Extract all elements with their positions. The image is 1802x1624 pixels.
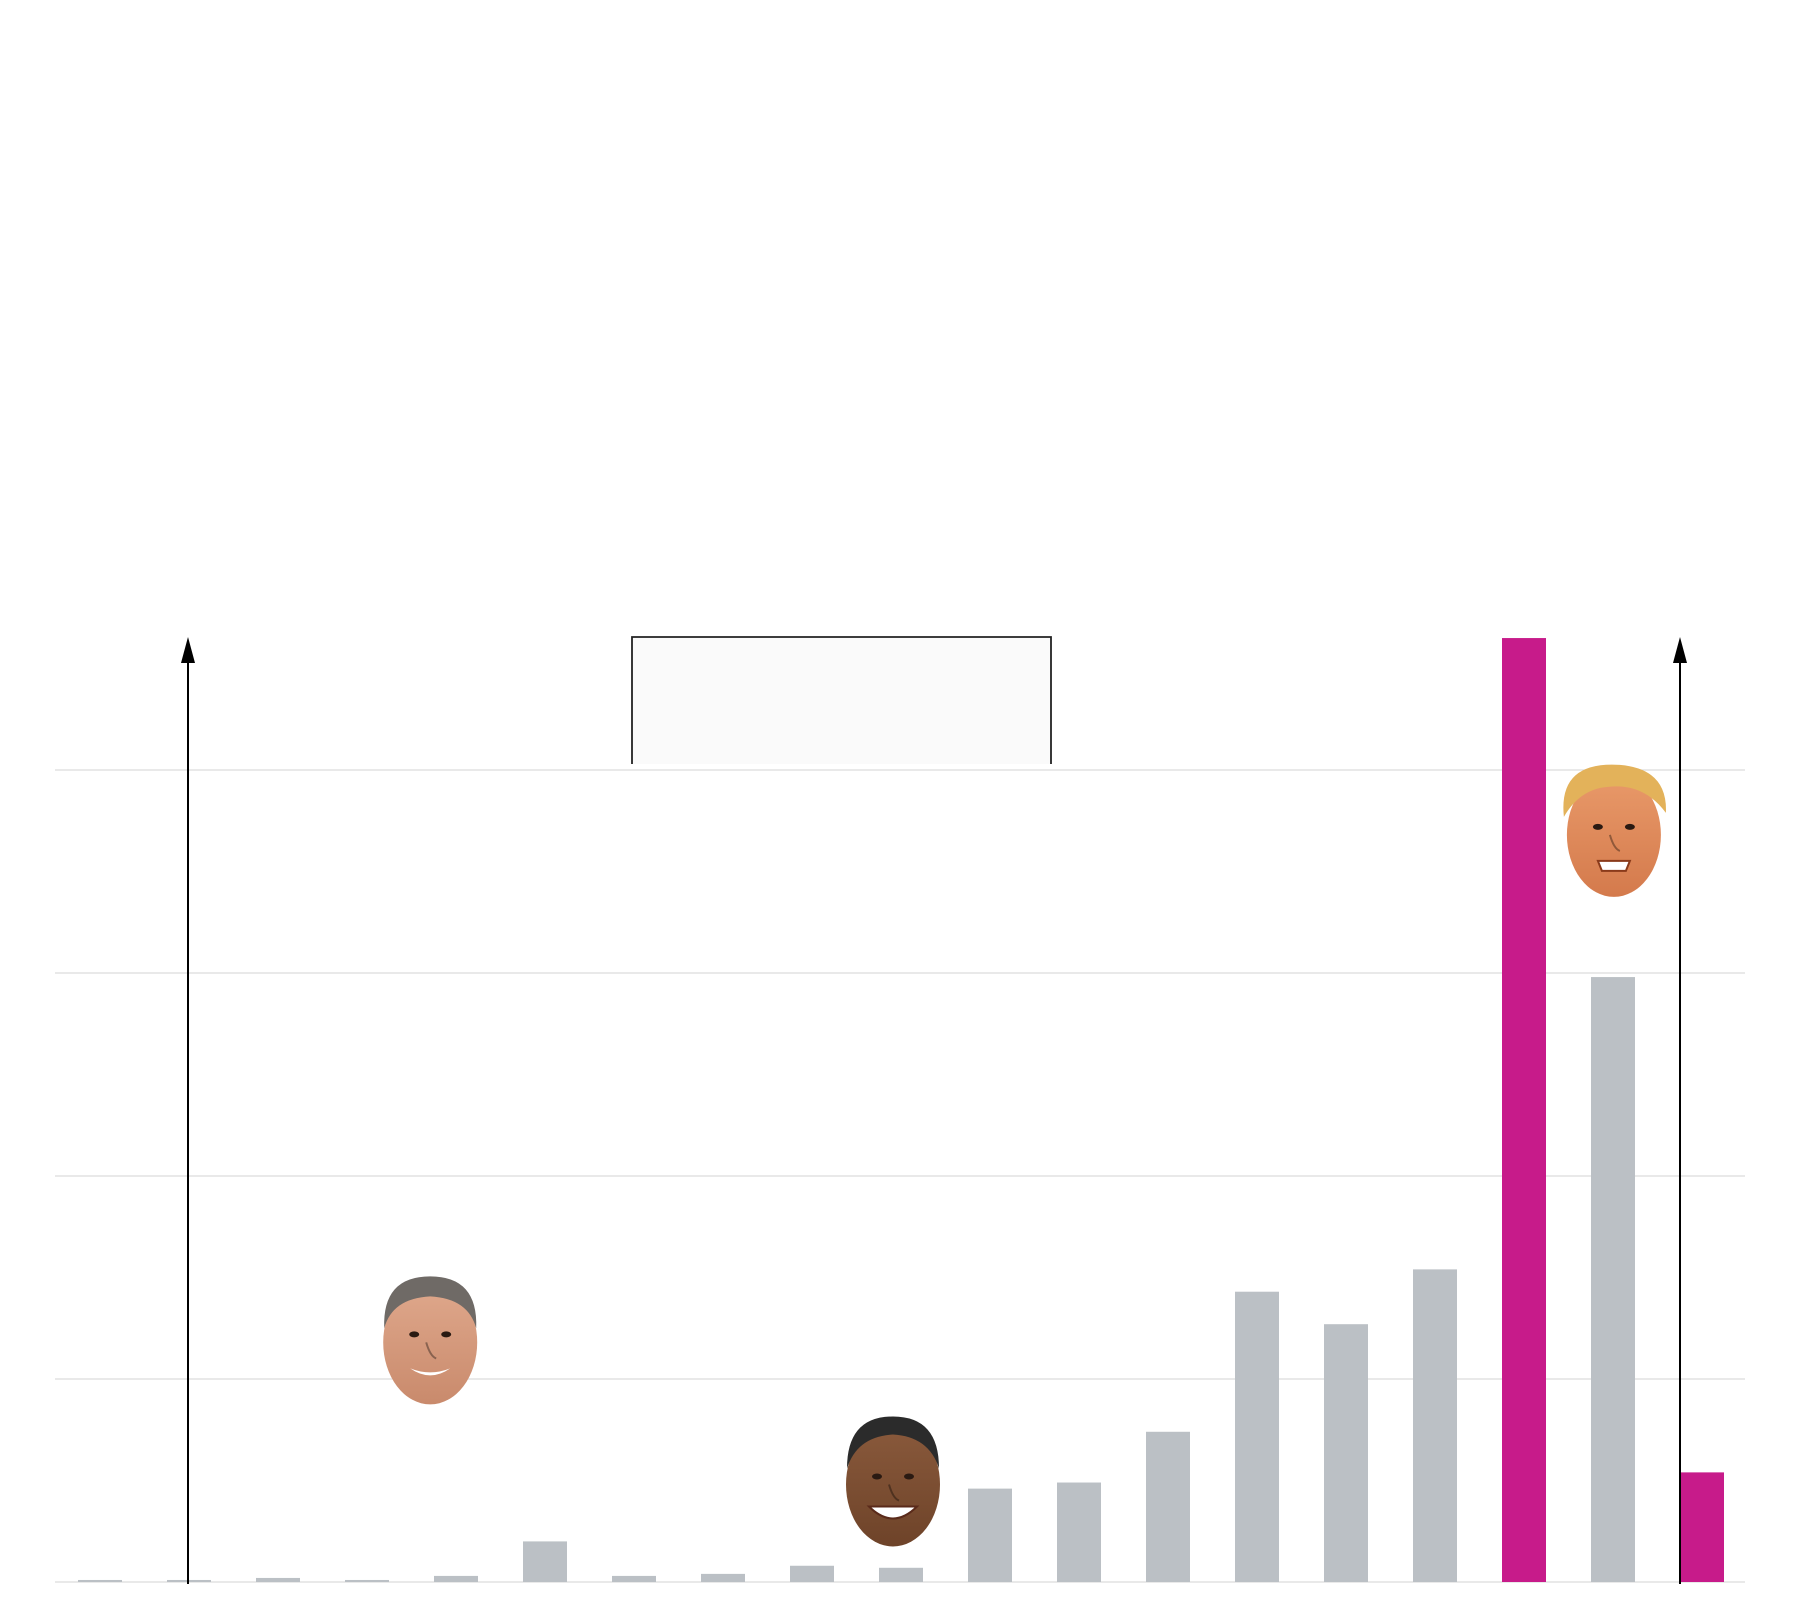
bar-16 <box>1413 1269 1457 1582</box>
bar-14 <box>1235 1291 1279 1582</box>
bush-portrait-head <box>383 1280 478 1405</box>
bush-portrait <box>383 1276 478 1405</box>
bar-11 <box>968 1488 1012 1582</box>
markers <box>181 637 1687 1584</box>
term-start-arrow-2 <box>1673 637 1687 1584</box>
obama-portrait-nose <box>888 1484 900 1502</box>
bar-10 <box>879 1567 923 1582</box>
callout <box>631 636 1052 764</box>
bar-3 <box>256 1577 300 1582</box>
obama-portrait-hair <box>847 1416 939 1469</box>
bush-portrait-smile <box>410 1368 451 1376</box>
obama-portrait <box>846 1416 940 1547</box>
bar-8 <box>701 1573 745 1582</box>
bush-portrait-nose <box>425 1342 437 1360</box>
bush-portrait-hair <box>384 1276 477 1329</box>
callout-box-fill <box>632 637 1051 764</box>
bar-19 <box>1680 1472 1724 1582</box>
bar-12 <box>1057 1482 1101 1582</box>
term-start-arrow-1-head <box>181 637 195 663</box>
obama-portrait-eye-right <box>904 1473 914 1480</box>
bush-portrait-eye-left <box>409 1331 420 1338</box>
bar-1 <box>78 1579 122 1582</box>
trump-portrait-head <box>1566 772 1661 897</box>
bar-17 <box>1502 638 1546 1582</box>
obama-portrait-smile <box>866 1505 920 1520</box>
obama-portrait-eye-left <box>872 1473 882 1480</box>
bar-7 <box>612 1575 656 1582</box>
trump-portrait <box>1563 764 1666 897</box>
bars <box>78 638 1724 1582</box>
bar-9 <box>790 1565 834 1582</box>
bush-portrait-eye-right <box>441 1331 452 1338</box>
term-start-arrow-2-head <box>1673 637 1687 663</box>
bar-13 <box>1146 1431 1190 1582</box>
term-start-arrow-1 <box>181 637 195 1584</box>
obama-portrait-head <box>846 1422 940 1547</box>
callout-box-border <box>631 636 1052 764</box>
trump-portrait-eye-left <box>1592 823 1603 830</box>
portraits <box>383 764 1666 1547</box>
bar-6 <box>523 1541 567 1582</box>
trump-portrait-mouth <box>1596 859 1632 872</box>
trump-portrait-eye-right <box>1624 823 1635 830</box>
bar-5 <box>434 1575 478 1582</box>
trump-portrait-nose <box>1608 834 1621 852</box>
bar-18 <box>1591 977 1635 1582</box>
trump-portrait-hair <box>1563 764 1666 817</box>
bar-4 <box>345 1579 389 1582</box>
bar-15 <box>1324 1324 1368 1582</box>
